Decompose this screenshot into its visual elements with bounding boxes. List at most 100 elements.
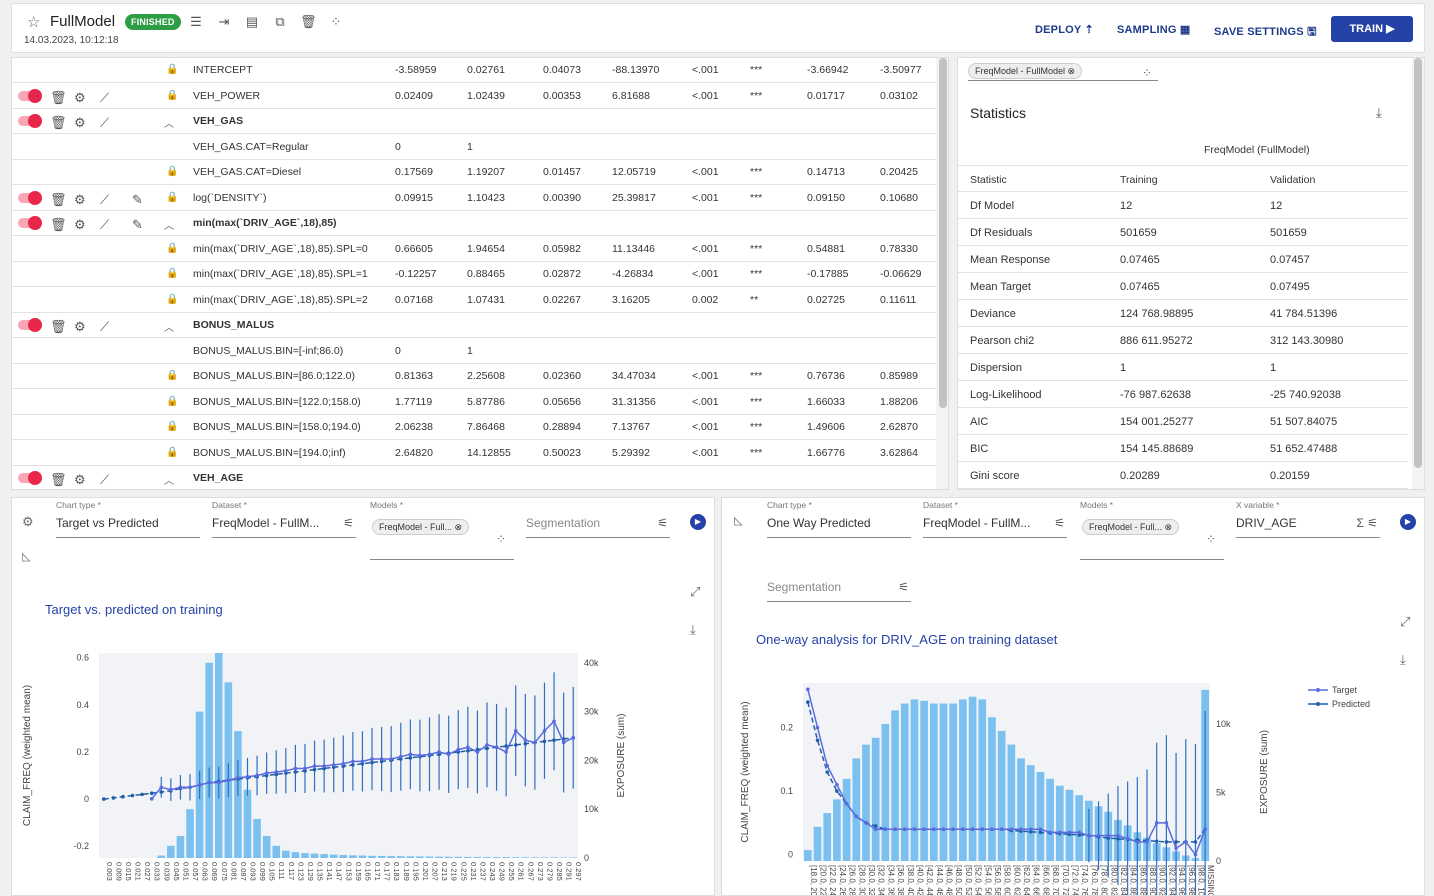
lock-icon[interactable]: 🔒: [166, 370, 179, 381]
lock-icon[interactable]: 🔒: [166, 268, 179, 279]
download-icon[interactable]: ⤓: [1376, 105, 1382, 120]
trend-icon[interactable]: ⟋: [100, 115, 110, 130]
trend-icon[interactable]: ⟋: [100, 90, 110, 105]
delete-icon[interactable]: 🗑: [50, 192, 67, 207]
gear-icon[interactable]: ⚙: [74, 115, 86, 130]
exposure-bar: [871, 737, 880, 861]
deploy-button[interactable]: DEPLOY ⇡: [1035, 24, 1094, 36]
x-tick-label: 0.045: [172, 862, 181, 881]
predicted-point: [1164, 840, 1169, 844]
chart-type-select[interactable]: Chart type * One Way Predicted: [767, 500, 911, 538]
collapse-icon[interactable]: ︿: [164, 221, 174, 232]
term-value: <.001: [692, 90, 719, 102]
sampling-button[interactable]: SAMPLING ▦: [1117, 24, 1191, 36]
term-value: 0.76736: [807, 370, 845, 382]
delete-icon[interactable]: 🗑: [50, 472, 67, 487]
gear-icon[interactable]: ⚙: [74, 217, 86, 232]
stats-scrollbar[interactable]: [1412, 58, 1424, 489]
trend-icon[interactable]: ⟋: [100, 472, 110, 487]
x-tick-label: 0.243: [488, 862, 497, 881]
x-tick-label: 0.189: [402, 862, 411, 881]
edit-icon[interactable]: ✎: [132, 217, 143, 232]
trend-icon[interactable]: ⟋: [100, 319, 110, 334]
term-value: 0.00353: [543, 90, 581, 102]
term-value: 0.81363: [395, 370, 433, 382]
expand-icon[interactable]: ⤢: [690, 584, 701, 599]
segmentation-select[interactable]: Segmentation ⚟: [767, 580, 911, 602]
x-tick-label: 0.057: [191, 862, 200, 881]
gear-icon[interactable]: ⚙: [74, 472, 86, 487]
include-toggle[interactable]: [18, 114, 42, 128]
gear-icon[interactable]: ⚙: [74, 319, 86, 334]
term-value: -0.12257: [395, 268, 437, 280]
trend-icon[interactable]: ⟋: [100, 217, 110, 232]
exposure-bar: [396, 856, 405, 858]
dataset-select[interactable]: Dataset * FreqModel - FullM... ⚟: [212, 500, 356, 538]
stat-training: -76 987.62638: [1120, 389, 1191, 401]
save-settings-button[interactable]: SAVE SETTINGS 🖫: [1214, 26, 1317, 38]
run-chart-button[interactable]: ▶: [690, 514, 706, 530]
term-value: 0.10680: [880, 192, 918, 204]
include-toggle[interactable]: [18, 318, 42, 332]
run-chart-button[interactable]: ▶: [1400, 514, 1416, 530]
lock-icon[interactable]: 🔒: [166, 166, 179, 177]
delete-icon[interactable]: 🗑: [50, 115, 67, 130]
right-chart-panel: ◺ Chart type * One Way Predicted Dataset …: [721, 497, 1425, 896]
settings-icon[interactable]: ⚙: [22, 514, 34, 529]
delete-icon[interactable]: 🗑: [50, 90, 67, 105]
term-value: 2.06238: [395, 421, 433, 433]
lock-icon[interactable]: 🔒: [166, 90, 179, 101]
x-tick-label: 0.267: [526, 862, 535, 881]
lock-icon[interactable]: 🔒: [166, 421, 179, 432]
delete-icon[interactable]: 🗑: [300, 14, 317, 29]
expand-icon[interactable]: ⤢: [1400, 614, 1411, 629]
collapse-icon[interactable]: ︿: [164, 119, 174, 130]
table-scrollbar[interactable]: [936, 58, 948, 489]
notes-icon[interactable]: ▤: [245, 14, 259, 29]
edit-icon[interactable]: ✎: [132, 192, 143, 207]
download-icon[interactable]: ⤓: [1400, 652, 1406, 667]
favorite-star-icon[interactable]: ☆: [27, 14, 41, 31]
lock-icon[interactable]: 🔒: [166, 64, 179, 75]
graph-icon[interactable]: ⁘: [1142, 66, 1153, 80]
gear-icon[interactable]: ⚙: [74, 90, 86, 105]
lock-icon[interactable]: 🔒: [166, 192, 179, 203]
models-select[interactable]: Models * FreqModel - Full... ⊗ ⁘: [370, 500, 514, 560]
ruler-icon[interactable]: ◺: [734, 515, 743, 527]
train-button[interactable]: TRAIN ▶: [1331, 16, 1413, 42]
list-icon[interactable]: ☰: [190, 14, 202, 29]
x-tick-label: [52.0, 54.0): [974, 865, 983, 896]
include-toggle[interactable]: [18, 191, 42, 205]
chart-type-select[interactable]: Chart type * Target vs Predicted: [56, 500, 200, 538]
download-icon[interactable]: ⤓: [690, 622, 696, 637]
model-chip[interactable]: FreqModel - FullModel ⊗: [968, 63, 1083, 79]
delete-icon[interactable]: 🗑: [50, 319, 67, 334]
gear-icon[interactable]: ⚙: [74, 192, 86, 207]
lock-icon[interactable]: 🔒: [166, 396, 179, 407]
x-variable-select[interactable]: X variable * DRIV_AGE Σ ⚟: [1236, 500, 1380, 538]
trend-icon[interactable]: ⟋: [100, 192, 110, 207]
x-tick-label: [68.0, 70.0): [1051, 865, 1060, 896]
delete-icon[interactable]: 🗑: [50, 217, 67, 232]
stat-training: 154 001.25277: [1120, 416, 1194, 428]
copy-icon[interactable]: ⧉: [275, 14, 285, 29]
export-icon[interactable]: ⇥: [218, 14, 230, 29]
segmentation-select[interactable]: Segmentation ⚟: [526, 516, 670, 538]
ruler-icon[interactable]: ◺: [22, 551, 31, 563]
collapse-icon[interactable]: ︿: [164, 476, 174, 487]
include-toggle[interactable]: [18, 471, 42, 485]
include-toggle[interactable]: [18, 216, 42, 230]
graph-icon[interactable]: ⁘: [330, 14, 342, 29]
dataset-select[interactable]: Dataset * FreqModel - FullM... ⚟: [923, 500, 1067, 538]
models-select[interactable]: Models * FreqModel - Full... ⊗ ⁘: [1080, 500, 1224, 560]
lock-icon[interactable]: 🔒: [166, 447, 179, 458]
lock-icon[interactable]: 🔒: [166, 294, 179, 305]
lock-icon[interactable]: 🔒: [166, 243, 179, 254]
term-value: 1.49606: [807, 421, 845, 433]
col-statistic: Statistic: [970, 174, 1007, 186]
collapse-icon[interactable]: ︿: [164, 323, 174, 334]
y-tick-label: 0: [788, 850, 793, 860]
include-toggle[interactable]: [18, 89, 42, 103]
x-tick-label: 0.291: [565, 862, 574, 881]
exposure-bar: [186, 809, 194, 858]
